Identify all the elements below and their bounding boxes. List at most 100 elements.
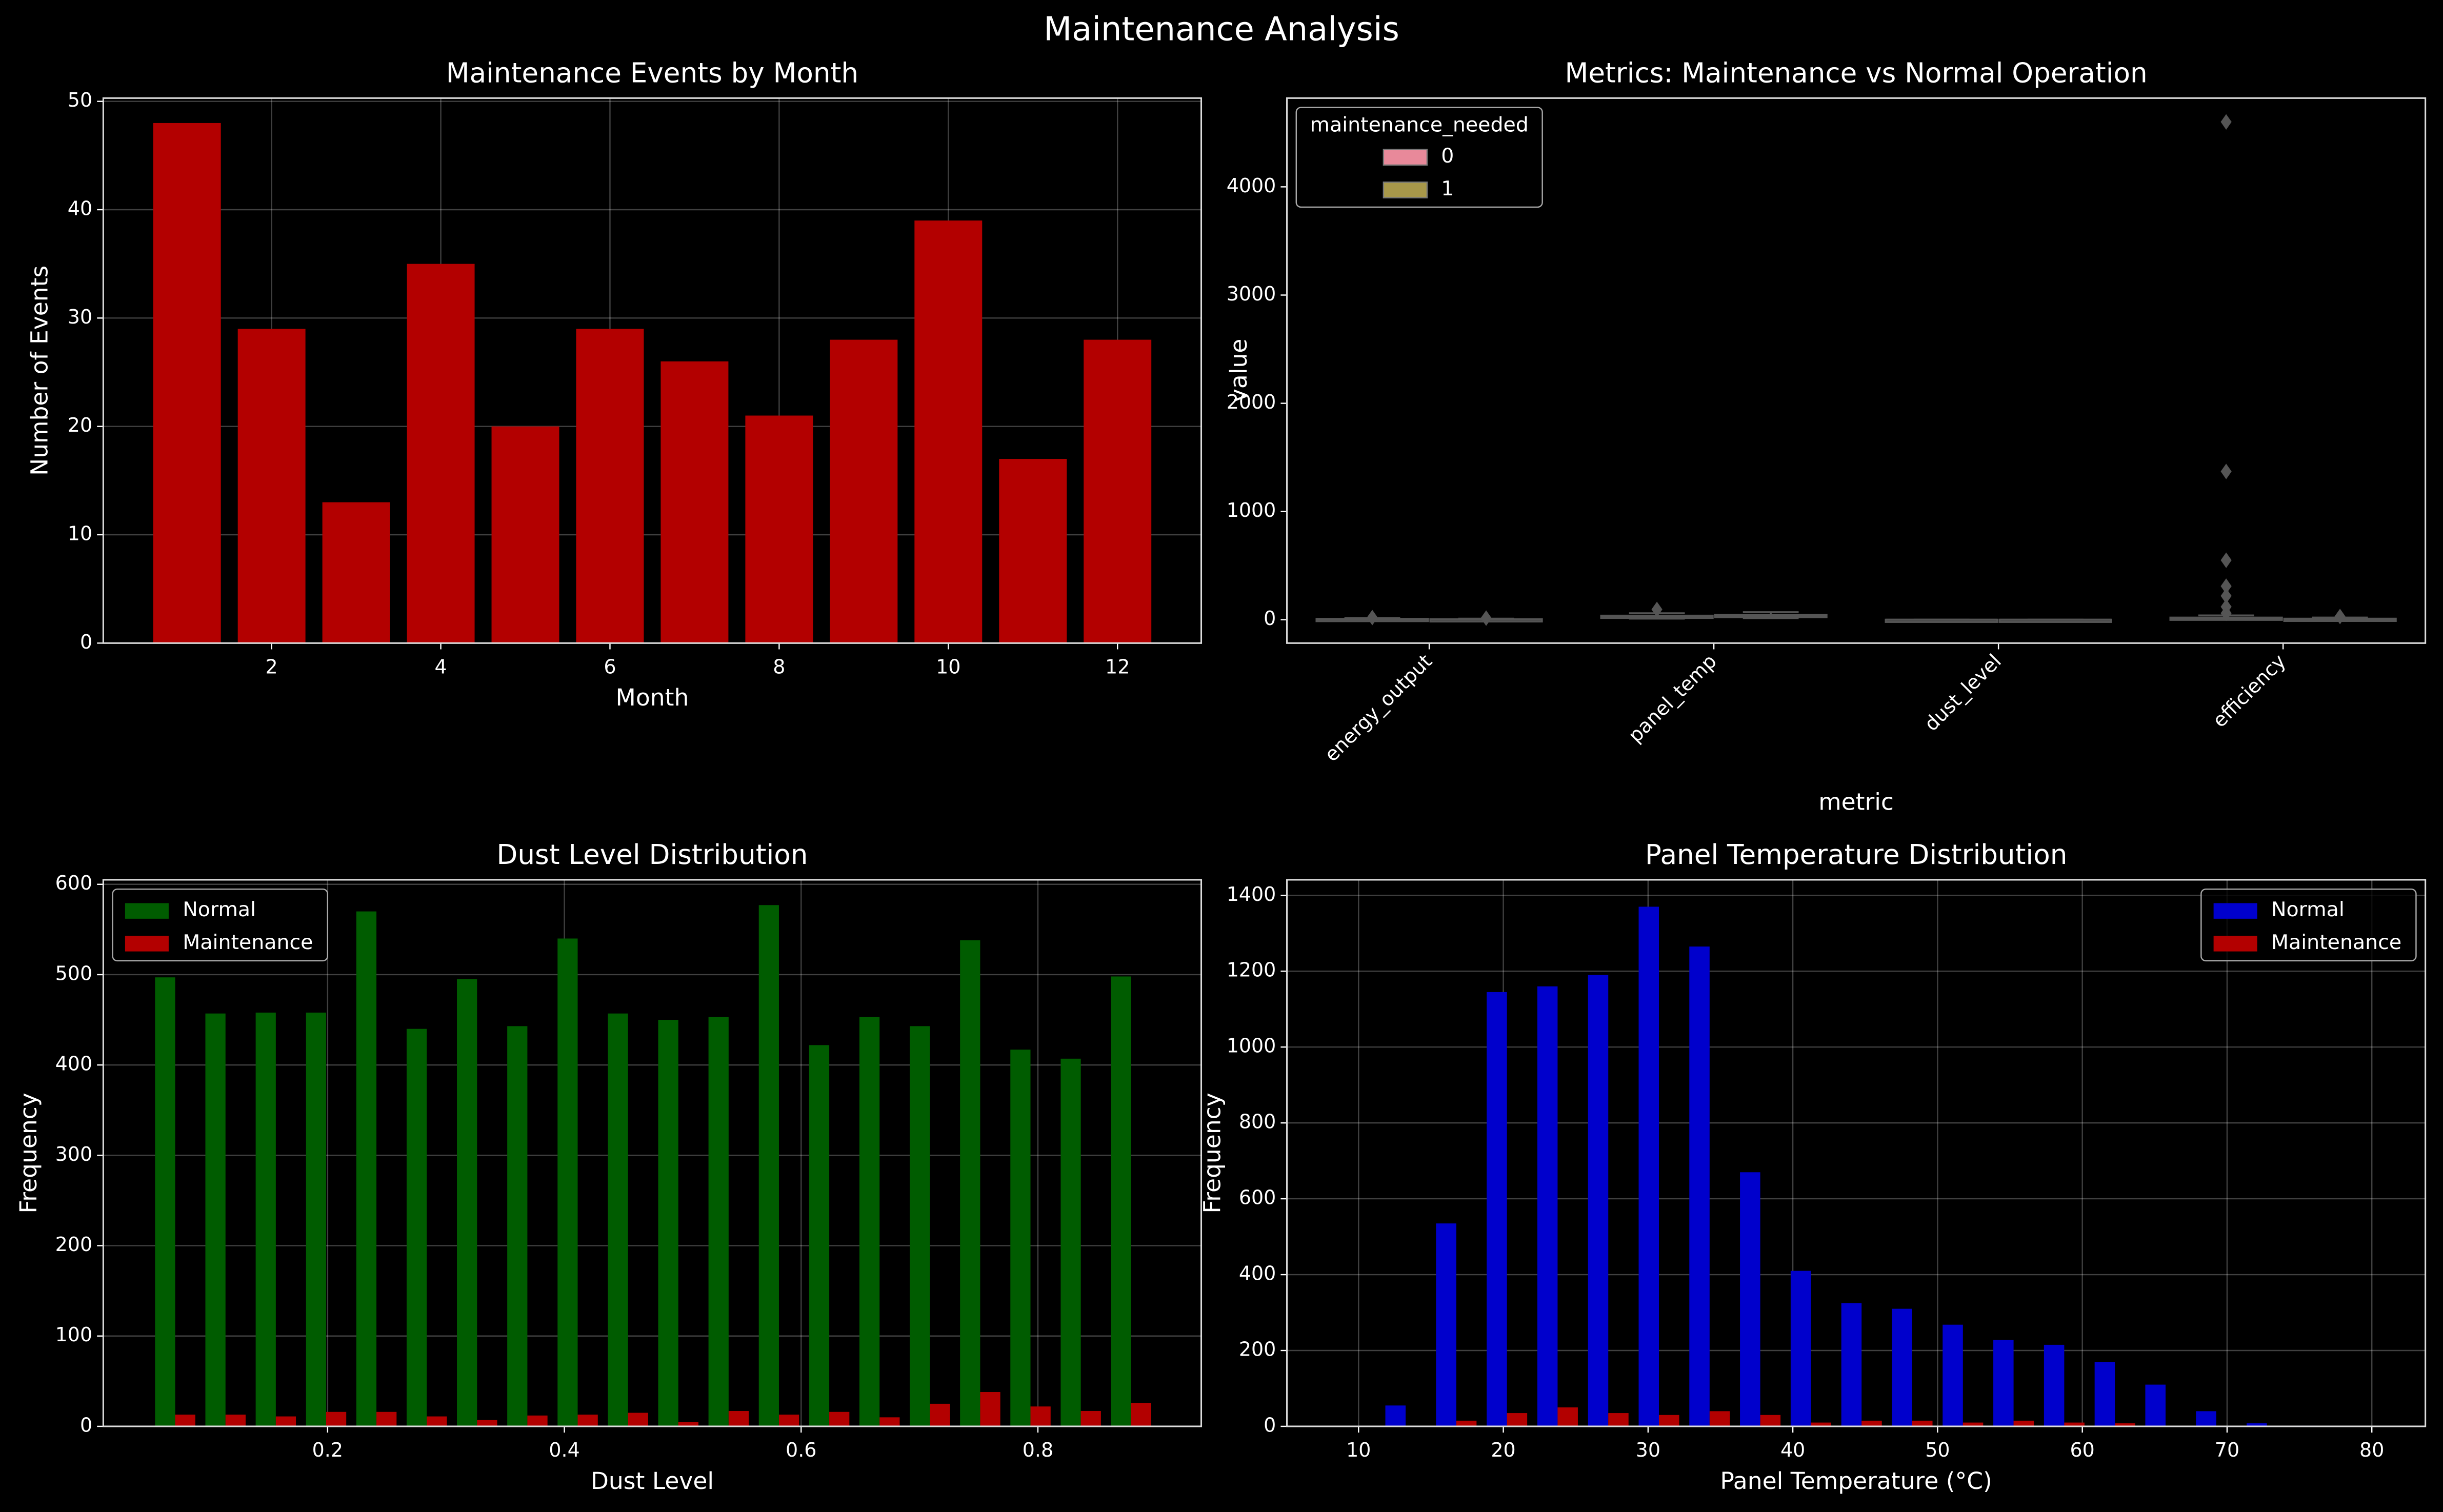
hist-bar [1080,1411,1101,1426]
x-tick-label: 12 [1105,655,1130,678]
hist-bar [1892,1308,1912,1426]
hist-bar [2196,1411,2216,1426]
legend-swatch [2213,903,2257,919]
hist-bar [1385,1405,1406,1426]
bar [491,426,559,643]
y-axis-label: Frequency [15,1093,42,1213]
y-axis-label: Number of Events [26,266,53,476]
hist-bar [1010,1050,1031,1426]
hist-bar [1557,1407,1578,1426]
hist-bar [910,1026,930,1426]
y-tick-label: 0 [1264,1414,1276,1436]
legend-label: Normal [183,898,256,921]
hist-bar [1790,1271,1811,1426]
hist-bar [1943,1324,1963,1426]
outlier [1651,601,1663,617]
legend-label: 1 [1441,177,1454,200]
legend-label: Maintenance [2271,931,2401,954]
hist-bar [457,979,477,1426]
bar [830,339,898,643]
axes-frame [102,879,1203,1427]
legend-label: Normal [2271,898,2345,921]
hist-bar [980,1392,1000,1426]
axes-frame [1286,879,2427,1427]
hist-bar [175,1415,195,1426]
hist-bar [1740,1172,1760,1426]
hist-bar [678,1422,698,1426]
y-tick-label: 200 [1239,1338,1276,1361]
y-tick-label: 10 [68,522,92,545]
hist-bar [1659,1415,1679,1426]
x-tick-label: 30 [1636,1439,1660,1461]
hist-bar [1507,1413,1528,1426]
legend: Normal Maintenance [112,888,328,962]
hist-bar [427,1416,447,1426]
x-tick-label: 2 [266,655,278,678]
y-tick-label: 1000 [1227,499,1276,521]
bar [999,459,1067,643]
hist-bar [960,940,980,1426]
x-tick-label: 50 [1925,1439,1950,1461]
hist-bar [507,1026,528,1426]
bar [407,264,475,643]
hist-bar [1131,1403,1151,1426]
x-axis-label: Dust Level [591,1467,714,1495]
hist-bar [1060,1058,1081,1426]
x-tick-label: 10 [1346,1439,1371,1461]
y-tick-label: 0 [1264,607,1276,630]
hist-bar [930,1403,950,1426]
y-tick-label: 500 [55,962,92,984]
y-tick-label: 30 [68,306,92,328]
hist-bar [356,911,377,1426]
hist-bar [859,1017,880,1426]
hist-bar [2094,1362,2115,1426]
axes-title: Maintenance Events by Month [446,57,858,89]
hist-bar [306,1012,326,1426]
x-tick-label: 80 [2359,1439,2384,1461]
legend-swatch [1383,149,1428,166]
x-tick-label: 6 [604,655,616,678]
hist-bar [275,1416,296,1426]
hist-bar [376,1412,397,1426]
bar [1084,339,1152,643]
x-tick-label: 10 [936,655,960,678]
hist-bar [1912,1420,1933,1426]
hist-bar [2013,1420,2034,1426]
x-tick-label: 8 [773,655,785,678]
hist-bar [1456,1420,1477,1426]
x-tick-label: 0.2 [312,1439,343,1461]
axes-frame [102,97,1203,644]
outlier [2220,578,2232,594]
y-tick-label: 100 [55,1323,92,1346]
outlier [2220,605,2232,621]
bar [745,415,813,643]
y-tick-label: 200 [55,1233,92,1256]
y-tick-label: 50 [68,89,92,111]
bar [237,329,306,643]
axes-title: Dust Level Distribution [496,839,808,871]
hist-bar [1436,1223,1456,1426]
hist-bar [1588,975,1609,1426]
hist-bar [527,1415,548,1426]
y-tick-label: 1400 [1227,883,1276,905]
hist-bar [708,1017,729,1426]
hist-bar [255,1012,276,1426]
hist-bar [557,938,578,1426]
hist-bar [1537,986,1558,1426]
hist-bar [1487,992,1507,1426]
hist-bar [1841,1303,1862,1426]
hist-bar [628,1413,648,1426]
axes-frame [1286,97,2427,644]
hist-bar [1111,976,1131,1426]
outlier [2220,114,2232,130]
y-tick-label: 3000 [1227,283,1276,305]
outlier [2220,588,2232,604]
y-tick-label: 600 [55,872,92,894]
y-axis-label: Frequency [1198,1093,1226,1213]
y-tick-label: 0 [80,1414,92,1436]
bar [660,361,729,643]
y-tick-label: 300 [55,1143,92,1165]
y-tick-label: 600 [1239,1186,1276,1209]
hist-bar [326,1412,347,1426]
legend-swatch [125,936,169,952]
